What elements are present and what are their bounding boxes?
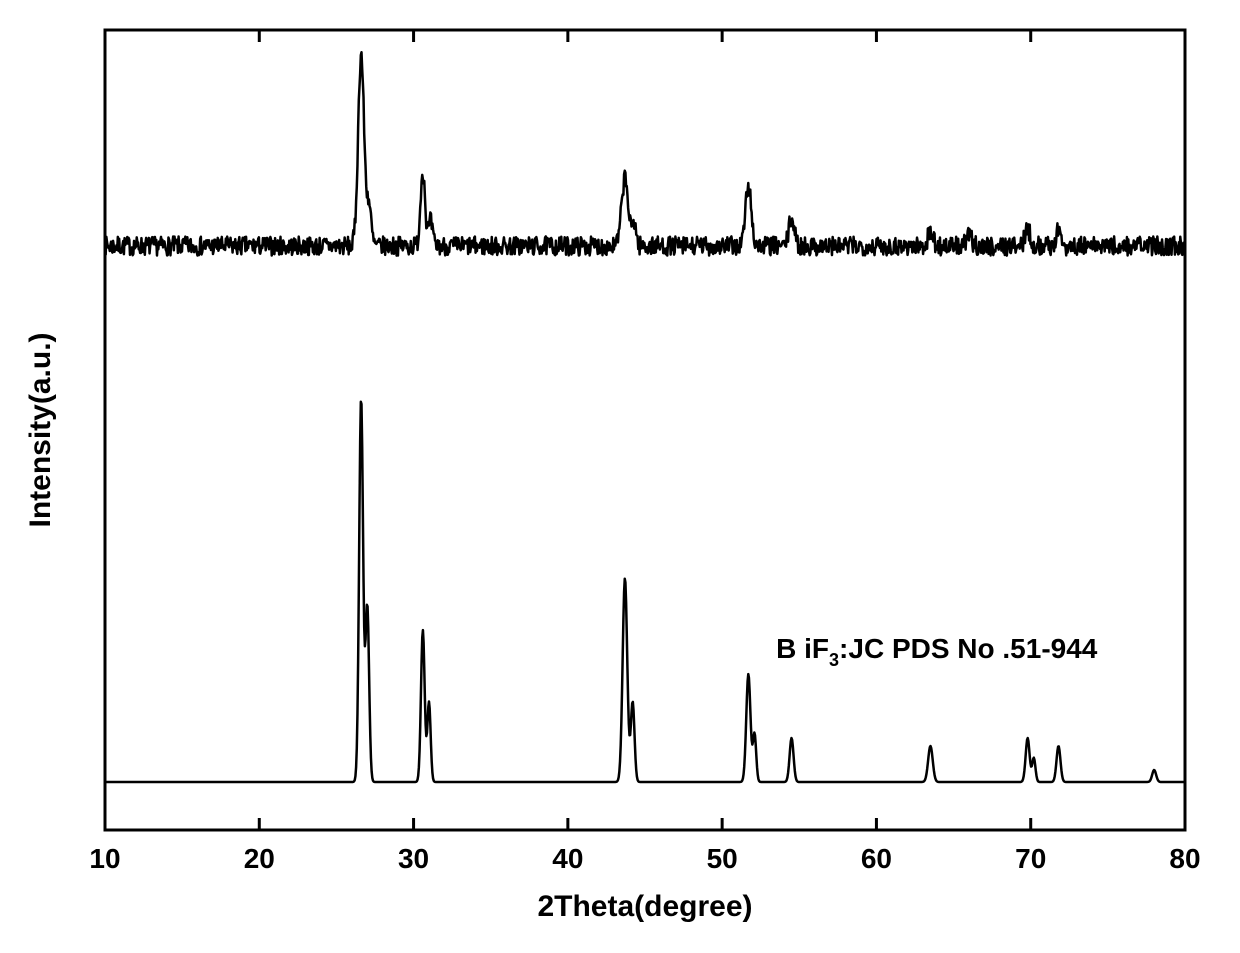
x-tick-label: 80 bbox=[1169, 843, 1200, 874]
x-axis-label: 2Theta(degree) bbox=[537, 890, 752, 923]
x-tick-label: 50 bbox=[707, 843, 738, 874]
y-axis-label: Intensity(a.u.) bbox=[24, 332, 57, 527]
x-tick-label: 30 bbox=[398, 843, 429, 874]
x-tick-label: 20 bbox=[244, 843, 275, 874]
chart-svg: 10 20 30 40 50 60 70 80 2Theta(degree) Intensity(… bbox=[0, 0, 1240, 953]
x-tick-label: 70 bbox=[1015, 843, 1046, 874]
x-tick-label: 10 bbox=[89, 843, 120, 874]
x-tick-label: 40 bbox=[552, 843, 583, 874]
x-tick-label: 60 bbox=[861, 843, 892, 874]
xrd-chart: 10 20 30 40 50 60 70 80 2Theta(degree) Intensity(… bbox=[0, 0, 1240, 953]
